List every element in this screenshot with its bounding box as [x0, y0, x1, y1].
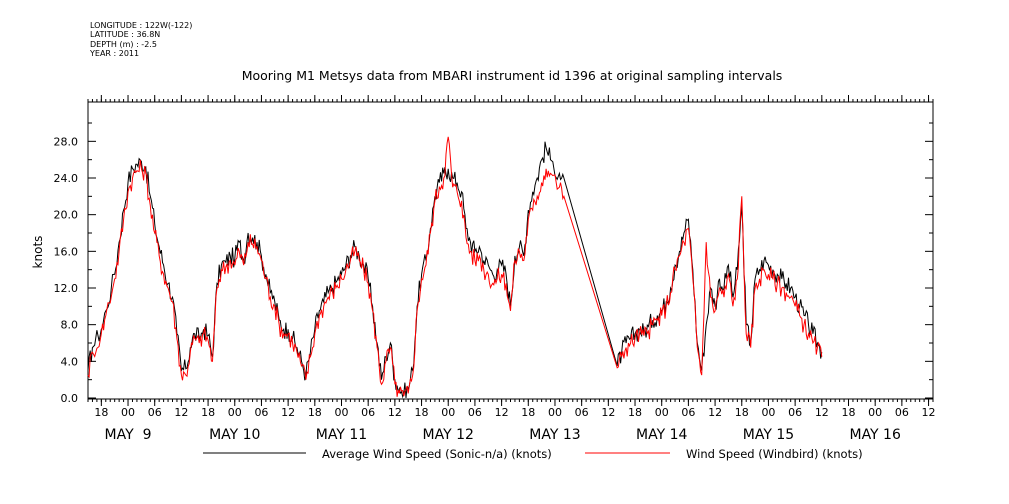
- x-tick-label: 06: [681, 406, 695, 419]
- y-tick-label: 0.0: [61, 392, 79, 405]
- y-tick-label: 24.0: [54, 172, 79, 185]
- x-tick-label: 06: [788, 406, 802, 419]
- x-tick-label: 06: [575, 406, 589, 419]
- x-tick-label: 00: [655, 406, 669, 419]
- x-tick-label: 12: [708, 406, 722, 419]
- x-tick-label: 00: [228, 406, 242, 419]
- x-tick-label: 00: [761, 406, 775, 419]
- x-day-label: MAY 12: [423, 427, 474, 443]
- x-tick-label: 18: [735, 406, 749, 419]
- x-day-label: MAY 10: [209, 427, 260, 443]
- y-tick-label: 4.0: [61, 355, 79, 368]
- y-tick-label: 12.0: [54, 282, 79, 295]
- y-tick-label: 20.0: [54, 209, 79, 222]
- axis-labels: 18 00 06 12 18 00 06 12 18 00 06 12 18 00 06 12 18 00 06 12…: [54, 135, 936, 443]
- metadata-year: YEAR : 2011: [90, 48, 140, 58]
- x-tick-label: 18: [308, 406, 322, 419]
- x-day-label: MAY 9: [105, 427, 152, 443]
- x-tick-label: 18: [201, 406, 215, 419]
- x-tick-label: 06: [254, 406, 268, 419]
- x-day-label: MAY 13: [529, 427, 580, 443]
- x-tick-label: 18: [94, 406, 108, 419]
- x-tick-label: 00: [121, 406, 135, 419]
- plot-frame: [87, 101, 934, 400]
- x-tick-label: 12: [281, 406, 295, 419]
- metadata-block: LONGITUDE : 122W(-122) LATITUDE : 36.8N …: [90, 21, 192, 58]
- x-tick-label: 00: [868, 406, 882, 419]
- legend: Average Wind Speed (Sonic-n/a) (knots) Wi…: [203, 447, 863, 461]
- x-tick-label: 12: [388, 406, 402, 419]
- x-tick-label: 18: [842, 406, 856, 419]
- x-day-label: MAY 14: [636, 427, 687, 443]
- x-tick-label: 12: [601, 406, 615, 419]
- x-tick-label: 06: [361, 406, 375, 419]
- x-tick-label: 18: [521, 406, 535, 419]
- series-lines: [87, 136, 823, 399]
- legend-label-1: Wind Speed (Windbird) (knots): [686, 447, 863, 461]
- y-tick-label: 8.0: [61, 319, 79, 332]
- y-tick-label: 28.0: [54, 135, 79, 148]
- series-line-windbird-wind-speed: [87, 136, 823, 397]
- x-tick-label: 06: [895, 406, 909, 419]
- x-tick-label: 12: [815, 406, 829, 419]
- x-tick-label: 06: [468, 406, 482, 419]
- x-tick-label: 06: [148, 406, 162, 419]
- y-axis-label: knots: [31, 236, 45, 269]
- x-tick-label: 12: [174, 406, 188, 419]
- x-tick-label: 00: [548, 406, 562, 419]
- x-tick-label: 00: [441, 406, 455, 419]
- x-day-label: MAY 16: [849, 427, 900, 443]
- metadata-longitude: LONGITUDE : 122W(-122): [90, 21, 193, 30]
- chart-title: Mooring M1 Metsys data from MBARI instru…: [242, 68, 783, 83]
- axis-ticks: [87, 95, 934, 406]
- metadata-depth: DEPTH (m) : -2.5: [90, 39, 157, 49]
- x-tick-label: 18: [628, 406, 642, 419]
- series-line-average-wind-speed: [87, 141, 823, 399]
- metadata-latitude: LATITUDE : 36.8N: [90, 30, 161, 40]
- legend-label-0: Average Wind Speed (Sonic-n/a) (knots): [322, 447, 552, 461]
- x-tick-label: 18: [415, 406, 429, 419]
- x-tick-label: 00: [335, 406, 349, 419]
- x-tick-label: 12: [922, 406, 936, 419]
- x-day-label: MAY 15: [743, 427, 794, 443]
- y-tick-label: 16.0: [54, 245, 79, 258]
- x-tick-label: 12: [495, 406, 509, 419]
- x-day-label: MAY 11: [316, 427, 367, 443]
